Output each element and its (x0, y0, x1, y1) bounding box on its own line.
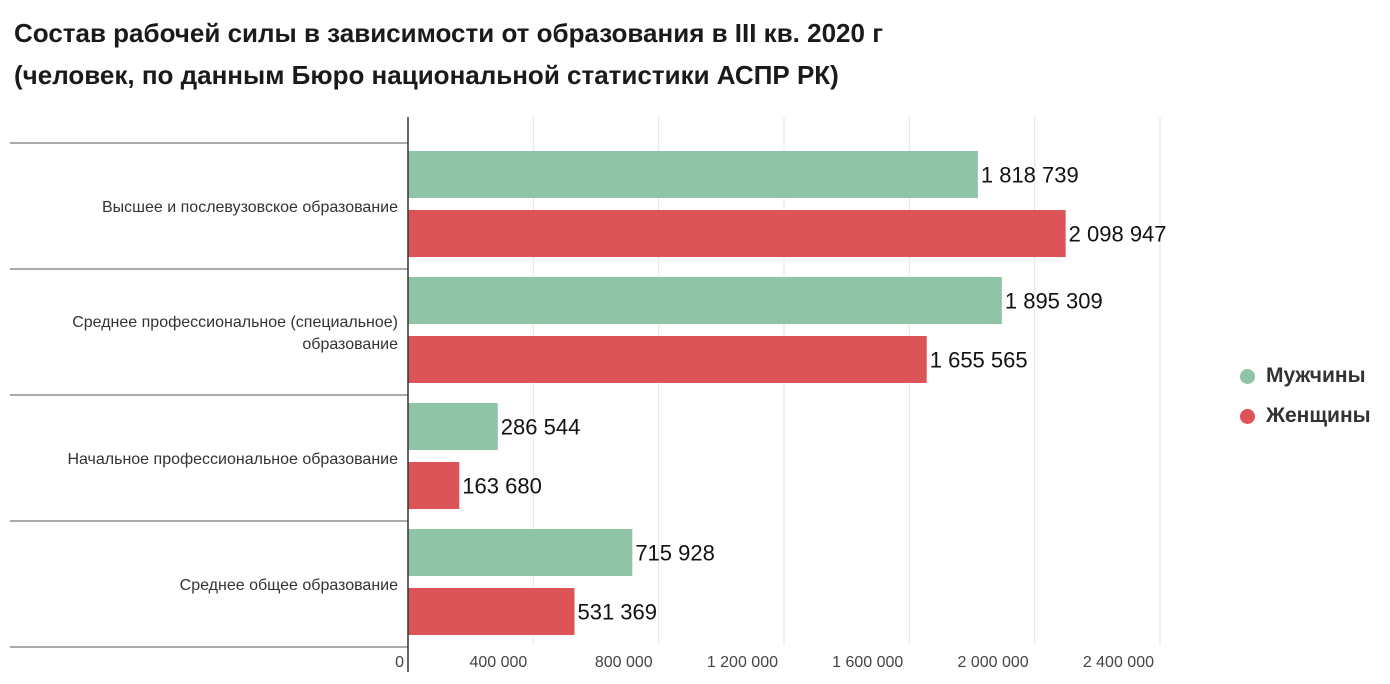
category-label: Высшее и послевузовское образование (102, 199, 398, 216)
chart-title: Состав рабочей силы в зависимости от обр… (14, 12, 1374, 96)
x-tick-label: 0 (395, 654, 404, 671)
chart-title-line-1: Состав рабочей силы в зависимости от обр… (14, 18, 884, 48)
bar (408, 210, 1066, 257)
legend-label-men: Мужчины (1266, 364, 1366, 387)
category-label: Среднее общее образование (180, 577, 398, 594)
legend-swatch-men (1240, 368, 1255, 384)
bar (408, 529, 633, 576)
bar (408, 151, 978, 198)
bar (408, 462, 460, 509)
x-tick-label: 400 000 (469, 654, 527, 671)
category-label: образование (302, 336, 398, 353)
legend: Мужчины Женщины (1240, 356, 1371, 436)
bar-value-label: 1 655 565 (930, 348, 1028, 373)
x-tick-label: 1 600 000 (832, 654, 903, 671)
bar-value-label: 2 098 947 (1069, 222, 1167, 247)
legend-item-men: Мужчины (1240, 356, 1371, 396)
bar-value-label: 715 928 (635, 541, 715, 566)
x-tick-label: 2 000 000 (957, 654, 1028, 671)
bar (408, 336, 927, 383)
bar-value-label: 163 680 (462, 474, 542, 499)
bar (408, 403, 498, 450)
category-label: Начальное профессиональное образование (67, 451, 398, 468)
bar-value-label: 531 369 (577, 600, 657, 625)
legend-label-women: Женщины (1266, 404, 1371, 427)
chart-title-line-2: (человек, по данным Бюро национальной ст… (14, 60, 839, 90)
x-tick-label: 1 200 000 (707, 654, 778, 671)
bar (408, 588, 575, 635)
x-tick-label: 2 400 000 (1083, 654, 1154, 671)
category-label: Среднее профессиональное (специальное) (72, 314, 398, 331)
x-tick-label: 800 000 (595, 654, 653, 671)
bar-value-label: 1 895 309 (1005, 289, 1103, 314)
bar (408, 277, 1002, 324)
bar-value-label: 1 818 739 (981, 163, 1079, 188)
legend-swatch-women (1240, 408, 1255, 424)
bar-value-label: 286 544 (501, 415, 581, 440)
legend-item-women: Женщины (1240, 396, 1371, 436)
